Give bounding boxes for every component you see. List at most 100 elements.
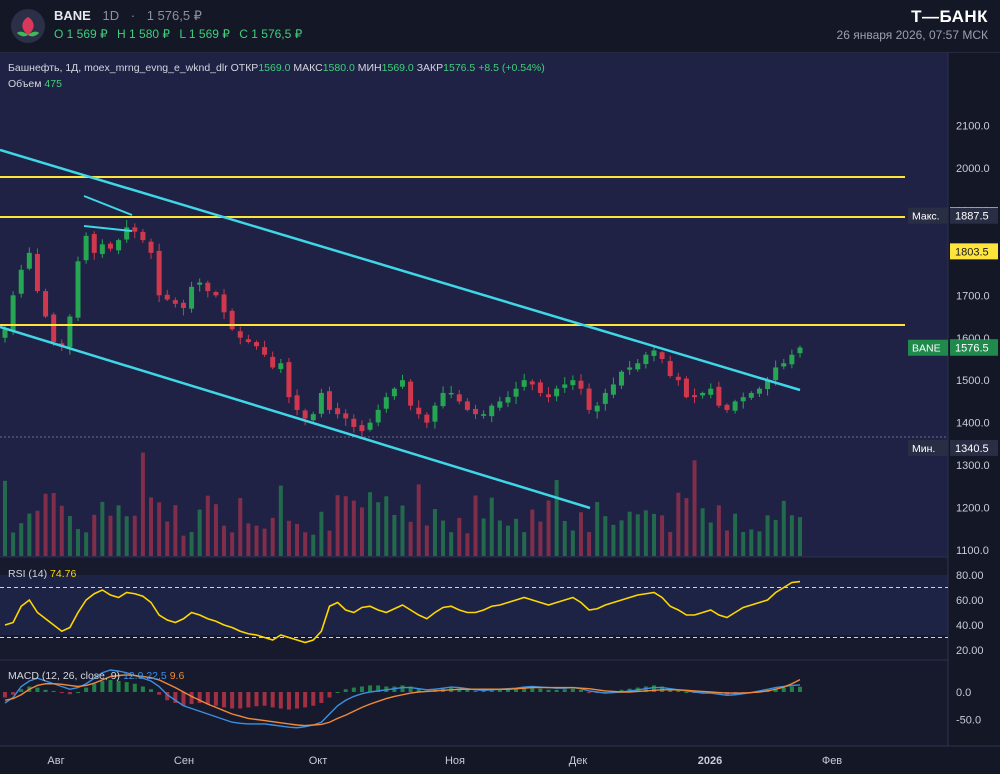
macd-hist-bar bbox=[295, 692, 300, 709]
macd-hist-bar bbox=[165, 692, 170, 701]
volume-bar bbox=[733, 513, 738, 556]
svg-text:Башнефть, 1Д, moex_mrng_evng_e: Башнефть, 1Д, moex_mrng_evng_e_wknd_dlr … bbox=[8, 62, 545, 74]
volume-bar bbox=[11, 532, 16, 556]
channel-lower-line[interactable] bbox=[0, 325, 591, 510]
volume-bar bbox=[449, 532, 454, 556]
volume-bar bbox=[181, 535, 186, 556]
macd-hist-bar bbox=[505, 689, 510, 692]
volume-bar bbox=[319, 511, 324, 556]
rsi-tick: 20.00 bbox=[956, 645, 984, 657]
x-tick-label: Сен bbox=[174, 755, 194, 767]
candle-body bbox=[619, 371, 625, 386]
candle-body bbox=[116, 240, 122, 251]
macd-hist-bar bbox=[67, 692, 72, 695]
macd-hist-bar bbox=[100, 681, 105, 692]
marker-value-bg bbox=[950, 439, 998, 456]
candle-body bbox=[424, 414, 430, 423]
volume-bar bbox=[230, 532, 235, 556]
candle-body bbox=[91, 234, 97, 253]
candle-body bbox=[408, 381, 414, 406]
volume-bar bbox=[611, 524, 616, 556]
volume-bar bbox=[246, 523, 251, 556]
candle-body bbox=[99, 244, 105, 254]
price-markers: 1889.01803.51577.0Макс.1887.5BANE1576.5М… bbox=[908, 207, 998, 456]
close-value: C 1 576,5 ₽ bbox=[239, 27, 303, 41]
candle-body bbox=[797, 347, 803, 354]
flag-lower-line[interactable] bbox=[83, 225, 133, 232]
volume-bar bbox=[724, 530, 729, 556]
macd-pane[interactable]: 0.0 -50.0 bbox=[3, 669, 981, 729]
flag-upper-line[interactable] bbox=[83, 195, 133, 216]
volume-bar bbox=[741, 531, 746, 556]
candle-body bbox=[107, 243, 113, 249]
candle-body bbox=[213, 292, 219, 296]
macd-hist-bar bbox=[570, 688, 575, 692]
macd-hist-bar bbox=[546, 689, 551, 692]
ticker-symbol[interactable]: BANE bbox=[54, 8, 91, 23]
volume-bar bbox=[676, 492, 681, 556]
candle-body bbox=[2, 329, 8, 338]
volume-bar bbox=[749, 529, 754, 556]
volume-bar bbox=[197, 509, 202, 556]
candle-body bbox=[432, 405, 438, 422]
interval[interactable]: 1D bbox=[102, 8, 120, 23]
volume-bar bbox=[522, 532, 527, 556]
y-tick-label: 1700.0 bbox=[956, 290, 990, 302]
volume-bar bbox=[668, 532, 673, 556]
rsi-pane[interactable]: 80.00 60.00 40.00 20.00 bbox=[0, 570, 984, 657]
candle-body bbox=[627, 367, 633, 370]
macd-hist-bar bbox=[157, 692, 162, 695]
candle-body bbox=[148, 241, 154, 253]
svg-text:RSI (14) 74.76: RSI (14) 74.76 bbox=[8, 568, 76, 580]
candle-body bbox=[229, 310, 235, 330]
macd-hist-bar bbox=[781, 687, 786, 692]
candle-body bbox=[594, 405, 600, 412]
macd-hist-bar bbox=[278, 692, 283, 709]
volume-bar bbox=[43, 493, 48, 556]
candle-body bbox=[318, 392, 324, 414]
candle-body bbox=[278, 363, 284, 370]
volume-bar bbox=[505, 525, 510, 556]
volume-bar bbox=[205, 495, 210, 556]
ticker-line: BANE 1D · 1 576,5 ₽ bbox=[54, 8, 202, 23]
macd-hist-bar bbox=[189, 692, 194, 705]
rsi-label: RSI (14) bbox=[8, 568, 47, 580]
volume-bar bbox=[554, 480, 559, 556]
volume-bar bbox=[51, 492, 56, 556]
candle-body bbox=[473, 408, 479, 415]
top-header: BANE 1D · 1 576,5 ₽ O 1 569 ₽ H 1 580 ₽ … bbox=[0, 0, 1000, 53]
macd-hist-bar bbox=[619, 689, 624, 692]
y-tick-label: 1400.0 bbox=[956, 418, 990, 430]
volume-bar bbox=[278, 485, 283, 556]
candle-body bbox=[789, 354, 795, 365]
candle-body bbox=[383, 397, 389, 409]
macd-hist-bar bbox=[335, 692, 340, 693]
candle-body bbox=[18, 269, 24, 294]
candle-body bbox=[635, 363, 641, 370]
rsi-band bbox=[0, 575, 948, 635]
volume-bar bbox=[530, 509, 535, 556]
candle-body bbox=[270, 356, 276, 368]
candle-body bbox=[529, 381, 535, 385]
marker-tag-bg bbox=[908, 207, 948, 224]
volume-bar bbox=[684, 498, 689, 556]
macd-hist-bar bbox=[311, 692, 316, 706]
volume-bar bbox=[481, 518, 486, 556]
macd-hist-bar bbox=[270, 692, 275, 708]
channel-upper-line[interactable] bbox=[0, 148, 801, 392]
volume-bar bbox=[116, 505, 121, 556]
macd-hist-bar bbox=[76, 692, 81, 693]
volume-bar bbox=[149, 497, 154, 556]
macd-hist-bar bbox=[43, 689, 48, 692]
candle-body bbox=[156, 250, 162, 296]
legend-high-label: МАКС bbox=[293, 62, 323, 74]
volume-bar bbox=[59, 505, 64, 556]
macd-hist-bar bbox=[489, 690, 494, 692]
candle-body bbox=[189, 286, 195, 309]
volume-bar bbox=[76, 529, 81, 556]
macd-hist-bar bbox=[554, 689, 559, 692]
macd-hist-bar bbox=[376, 685, 381, 692]
level-tag-value: 1803.5 bbox=[955, 246, 989, 258]
level-tag-bg bbox=[950, 243, 998, 260]
